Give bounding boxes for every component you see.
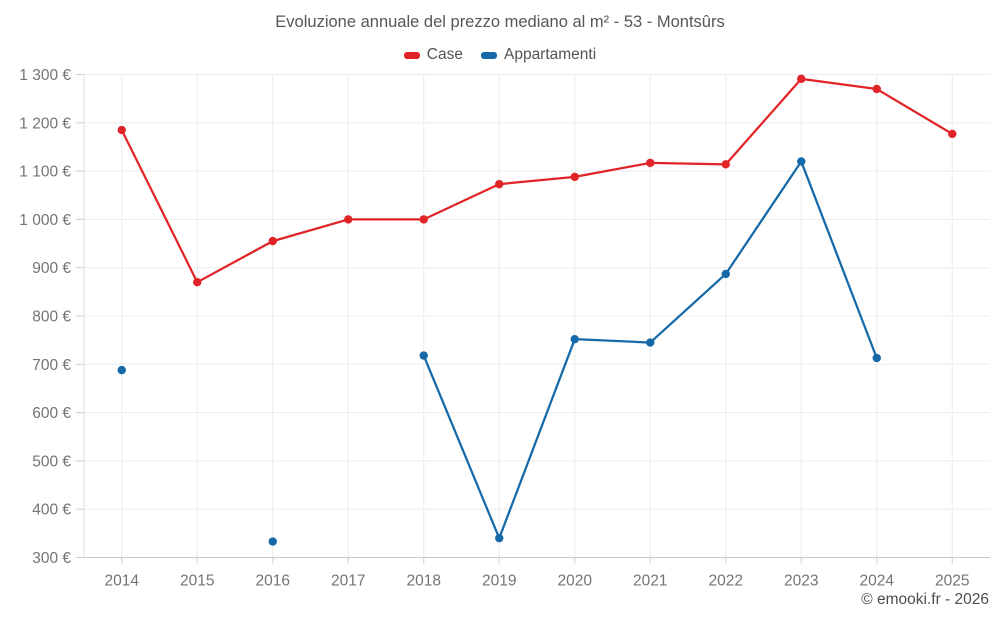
y-axis-label: 1 300 €	[19, 67, 71, 84]
y-axis-label: 700 €	[32, 357, 71, 374]
x-axis-label: 2017	[331, 573, 365, 590]
chart-title: Evoluzione annuale del prezzo mediano al…	[275, 13, 725, 31]
y-axis-label: 800 €	[32, 309, 71, 326]
x-axis-label: 2015	[180, 573, 214, 590]
legend-label-case: Case	[426, 46, 463, 63]
legend: Case Appartamenti	[0, 46, 1000, 64]
x-axis-label: 2020	[558, 573, 593, 590]
legend-item-case[interactable]: Case	[403, 46, 463, 64]
y-axis-label: 300 €	[32, 550, 71, 567]
data-point-case[interactable]	[797, 74, 806, 84]
data-point-appartamenti[interactable]	[570, 334, 579, 344]
appartamenti-series-swatch-icon	[480, 51, 497, 59]
x-axis-label: 2021	[633, 573, 667, 590]
x-axis-label: 2014	[105, 573, 140, 590]
data-point-case[interactable]	[268, 236, 277, 246]
data-point-appartamenti[interactable]	[797, 157, 806, 166]
series-line-case	[120, 77, 954, 284]
legend-label-appartamenti: Appartamenti	[503, 46, 597, 63]
data-point-appartamenti[interactable]	[268, 537, 277, 546]
data-point-case[interactable]	[193, 277, 202, 287]
data-point-appartamenti[interactable]	[117, 365, 126, 375]
data-point-case[interactable]	[872, 84, 881, 94]
data-point-appartamenti[interactable]	[495, 533, 504, 543]
x-axis-label: 2023	[784, 573, 818, 590]
x-axis-label: 2019	[482, 573, 516, 590]
data-point-appartamenti[interactable]	[419, 351, 428, 360]
data-point-case[interactable]	[721, 160, 730, 169]
data-point-case[interactable]	[495, 179, 504, 189]
data-point-case[interactable]	[419, 215, 428, 224]
y-axis-label: 900 €	[32, 260, 71, 277]
legend-item-appartamenti[interactable]: Appartamenti	[480, 46, 597, 64]
watermark: © emooki.fr - 2026	[861, 591, 989, 608]
x-axis-label: 2024	[860, 573, 895, 590]
data-point-case[interactable]	[570, 172, 579, 182]
y-axis-label: 400 €	[32, 502, 71, 519]
data-point-case[interactable]	[344, 215, 353, 224]
x-axis-label: 2022	[709, 573, 743, 590]
y-axis-label: 1 200 €	[19, 115, 71, 132]
x-axis-label: 2018	[407, 573, 441, 590]
y-axis-label: 1 000 €	[19, 212, 71, 229]
data-point-case[interactable]	[117, 125, 126, 135]
data-point-appartamenti[interactable]	[872, 353, 881, 363]
data-point-appartamenti[interactable]	[721, 269, 730, 279]
data-point-appartamenti[interactable]	[646, 338, 655, 347]
x-axis-label: 2025	[935, 573, 969, 590]
data-point-case[interactable]	[948, 129, 957, 139]
data-point-case[interactable]	[646, 158, 655, 168]
y-axis-label: 600 €	[32, 405, 71, 422]
y-axis-label: 500 €	[32, 453, 71, 470]
case-series-swatch-icon	[403, 51, 420, 59]
x-axis-label: 2016	[256, 573, 290, 590]
y-axis-label: 1 100 €	[19, 164, 71, 181]
